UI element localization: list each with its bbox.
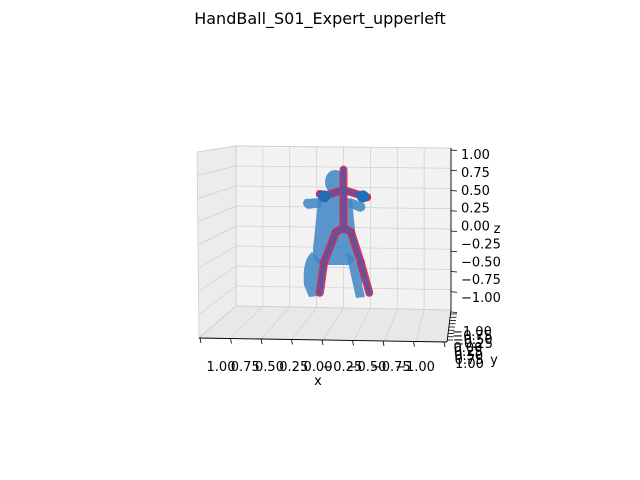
- y-tick-label: −0.75: [452, 329, 492, 344]
- z-tick-label: −0.25: [461, 237, 501, 252]
- z-tick: [450, 271, 458, 273]
- bone: [317, 259, 327, 296]
- y-tick-label: 0.00: [454, 341, 483, 356]
- z-tick: [450, 190, 458, 192]
- z-tick: [450, 291, 458, 293]
- z-tick-label: 0.50: [461, 184, 490, 199]
- z-tick: [450, 230, 458, 232]
- grid-line: [198, 265, 237, 292]
- grid-line: [198, 285, 237, 316]
- chart-title: HandBall_S01_Expert_upperleft: [194, 9, 446, 29]
- y-axis-label: y: [490, 353, 498, 368]
- grid-line: [197, 165, 237, 176]
- x-tick-label: −0.25: [322, 360, 362, 375]
- z-tick-label: −0.75: [461, 273, 501, 288]
- z-axis-label: z: [494, 222, 501, 237]
- hand-marker: [318, 190, 331, 203]
- skeleton: [315, 165, 374, 297]
- x-axis-line: [198, 337, 448, 343]
- tick-labels: 1.000.750.500.250.00−0.25−0.50−0.75−1.00…: [207, 148, 501, 375]
- x-tick: [321, 339, 324, 346]
- grid-line: [197, 185, 237, 199]
- y-tick-label: −0.50: [453, 333, 493, 348]
- grid-line: [322, 307, 344, 341]
- z-tick: [450, 250, 458, 253]
- y-tick-label: 0.50: [454, 349, 483, 364]
- grid-line: [196, 145, 237, 153]
- x-tick: [291, 339, 293, 345]
- z-tick-label: −0.50: [461, 255, 501, 270]
- y-tick-label: −0.25: [453, 337, 493, 352]
- z-tick-label: 0.75: [461, 166, 490, 181]
- x-tick: [230, 338, 232, 344]
- y-tick-label: 0.25: [454, 345, 483, 360]
- grid-line: [235, 285, 452, 291]
- z-tick: [450, 210, 458, 212]
- y-tick-label: 1.00: [455, 357, 484, 372]
- grid-line: [229, 306, 264, 339]
- left-leg-mesh: [346, 252, 365, 298]
- z-tick: [450, 311, 458, 313]
- x-tick-label: −0.50: [347, 360, 387, 375]
- tick-marks: [199, 149, 458, 348]
- grid-line: [197, 205, 237, 223]
- x-tick-label: 1.00: [207, 360, 236, 375]
- z-tick-label: 1.00: [461, 148, 490, 163]
- x-tick-label: −0.75: [371, 360, 411, 375]
- z-tick: [450, 149, 458, 151]
- z-tick-label: 0.25: [461, 202, 490, 217]
- x-tick-label: 0.00: [304, 360, 333, 375]
- bone: [348, 229, 364, 265]
- y-tick-label: 0.75: [455, 353, 484, 368]
- y-tick-label: −1.00: [452, 325, 492, 340]
- grid-line: [198, 305, 237, 339]
- x-tick: [260, 338, 263, 345]
- x-tick-label: 0.75: [231, 360, 260, 375]
- x-tick-label: 0.50: [255, 360, 284, 375]
- grid-line: [260, 306, 291, 340]
- grid-line: [198, 245, 237, 269]
- grid-line: [235, 305, 452, 311]
- z-tick-label: −1.00: [461, 291, 501, 306]
- x-tick: [382, 340, 385, 347]
- x-tick: [199, 337, 202, 344]
- x-tick: [352, 340, 354, 346]
- z-tick: [450, 169, 458, 172]
- x-tick: [413, 341, 415, 347]
- x-axis-label: x: [314, 374, 322, 389]
- grid-line: [415, 309, 425, 342]
- z-tick-label: 0.00: [461, 220, 490, 235]
- grid-line: [197, 225, 237, 246]
- x-tick-label: 0.25: [279, 360, 308, 375]
- bone: [321, 229, 339, 265]
- bone: [358, 259, 372, 296]
- grid-line: [235, 265, 452, 270]
- left-pane: [196, 145, 237, 339]
- grid-line: [353, 308, 371, 341]
- axes-3d: 1.000.750.500.250.00−0.25−0.50−0.75−1.00…: [196, 145, 501, 389]
- grid-line: [384, 308, 398, 342]
- x-tick-label: −1.00: [395, 360, 435, 375]
- right-arm-mesh: [303, 198, 322, 209]
- left-arm-mesh: [348, 198, 366, 212]
- x-tick: [443, 341, 446, 348]
- hand-marker: [356, 190, 369, 203]
- grid-line: [291, 307, 317, 340]
